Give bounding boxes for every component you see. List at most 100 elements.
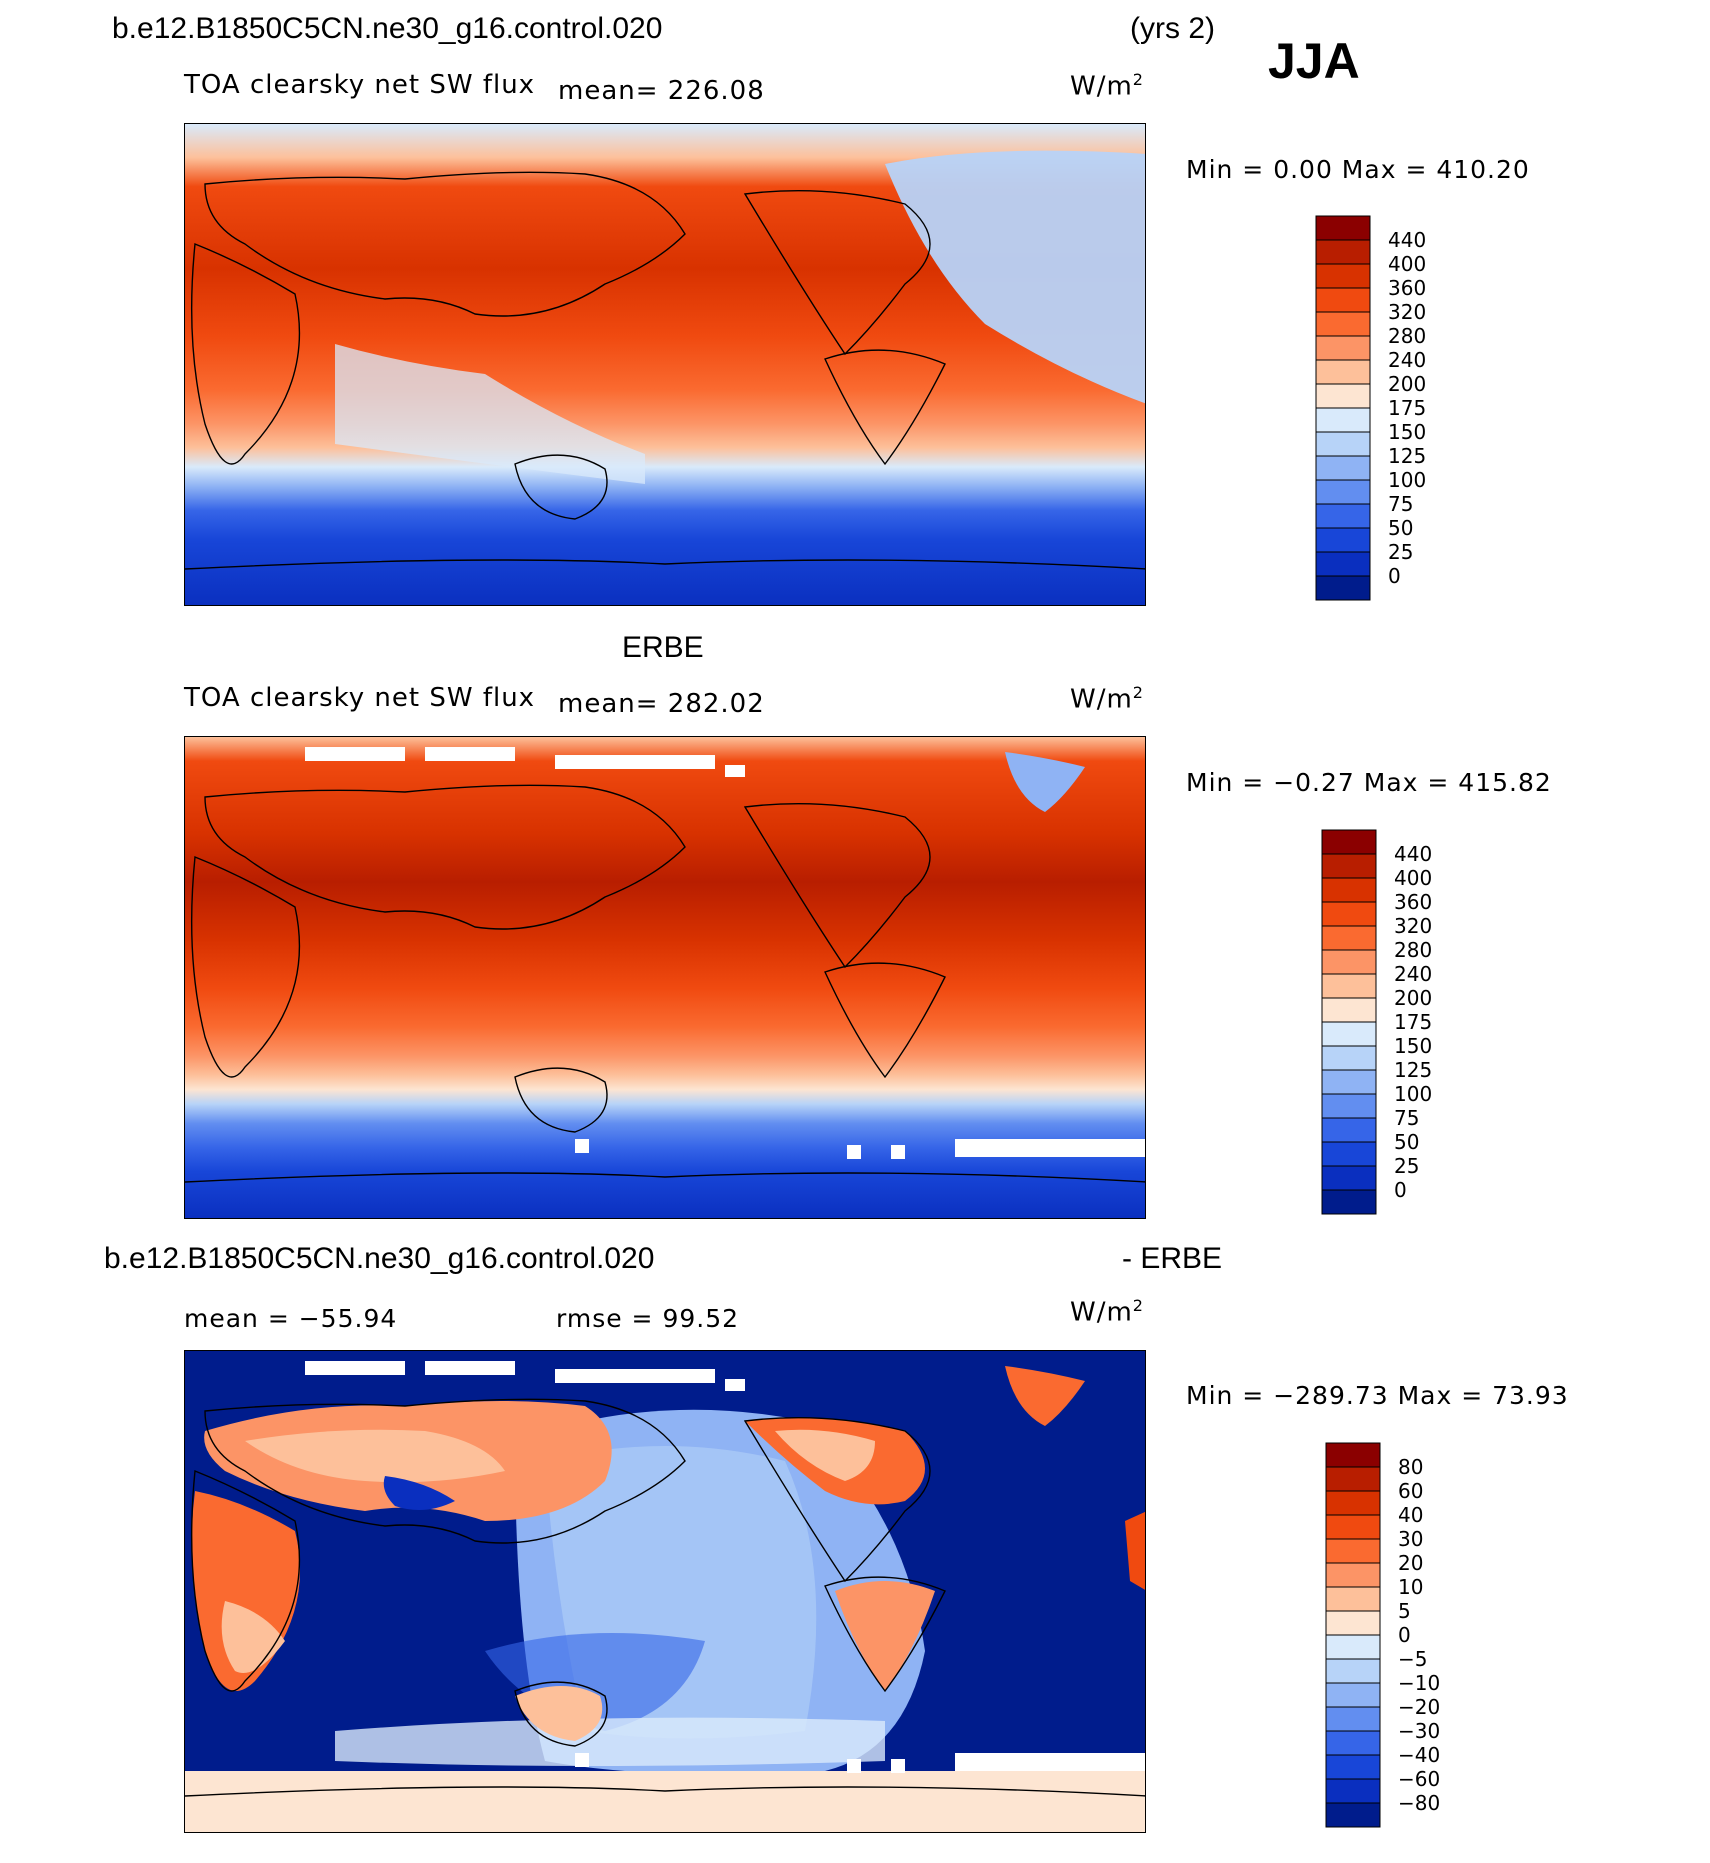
panel3-rmse: rmse = 99.52 [556,1304,740,1333]
colorbar-swatch [1315,479,1371,505]
colorbar-swatch [1315,575,1371,601]
colorbar-label: 280 [1388,324,1426,348]
panel2-mean: mean= 282.02 [558,689,765,719]
colorbar-swatch [1321,901,1377,927]
colorbar-label: −80 [1398,1791,1440,1815]
colorbar-swatch [1315,407,1371,433]
panel1-map [184,123,1146,606]
colorbar-swatch [1315,431,1371,457]
colorbar-swatch [1325,1778,1381,1804]
colorbar-label: 125 [1394,1058,1432,1082]
colorbar-label: 240 [1388,348,1426,372]
colorbar-label: 75 [1388,492,1413,516]
colorbar-swatch [1325,1538,1381,1564]
colorbar-swatch [1321,997,1377,1023]
panel3-map [184,1350,1146,1833]
colorbar-label: 50 [1394,1130,1419,1154]
colorbar-label: 175 [1388,396,1426,420]
panel2-map [184,736,1146,1219]
colorbar-swatch [1315,311,1371,337]
panel3-title-left: b.e12.B1850C5CN.ne30_g16.control.020 [104,1242,655,1275]
colorbar-swatch [1315,383,1371,409]
colorbar-swatch [1325,1634,1381,1660]
colorbar-swatch [1321,1045,1377,1071]
panel3-mean: mean = −55.94 [184,1304,398,1333]
panel3-units: W/m2 [1070,1296,1144,1328]
colorbar-label: 0 [1388,564,1401,588]
colorbar-swatch [1321,1093,1377,1119]
colorbar-swatch [1325,1754,1381,1780]
colorbar-swatch [1321,829,1377,855]
colorbar-swatch [1325,1514,1381,1540]
colorbar-swatch [1325,1562,1381,1588]
years-label: (yrs 2) [1130,12,1215,45]
colorbar-swatch [1315,551,1371,577]
panel1-minmax: Min = 0.00 Max = 410.20 [1186,155,1530,184]
panel2-units: W/m2 [1070,683,1144,715]
colorbar-swatch [1321,1021,1377,1047]
colorbar-swatch [1321,1141,1377,1167]
colorbar-label: 400 [1388,252,1426,276]
panel1-colorbar: 440 400 360 320 280 240 200 175 150 125 100 75 50 25 0 [1315,215,1436,601]
colorbar-label: 360 [1394,890,1432,914]
colorbar-label: 440 [1388,228,1426,252]
colorbar-label: 440 [1394,842,1432,866]
panel3-colorbar: 80 60 40 30 20 10 5 0 −5 −10 −20 −30 −40 −60 −80 [1325,1442,1446,1828]
colorbar-label: 320 [1394,914,1432,938]
colorbar-label: −40 [1398,1743,1440,1767]
colorbar-swatch [1325,1658,1381,1684]
colorbar-label: 200 [1388,372,1426,396]
colorbar-swatch [1325,1730,1381,1756]
colorbar-swatch [1325,1682,1381,1708]
colorbar-label: −10 [1398,1671,1440,1695]
colorbar-swatch [1321,853,1377,879]
colorbar-swatch [1315,239,1371,265]
colorbar-swatch [1315,215,1371,241]
colorbar-label: 150 [1388,420,1426,444]
colorbar-swatch [1321,973,1377,999]
colorbar-label: 40 [1398,1503,1423,1527]
colorbar-label: 5 [1398,1599,1411,1623]
colorbar-label: 75 [1394,1106,1419,1130]
colorbar-swatch [1315,527,1371,553]
colorbar-label: 80 [1398,1455,1423,1479]
colorbar-swatch [1315,455,1371,481]
colorbar-swatch [1321,1069,1377,1095]
colorbar-label: 25 [1394,1154,1419,1178]
season-label: JJA [1268,33,1360,89]
colorbar-label: −30 [1398,1719,1440,1743]
colorbar-label: 360 [1388,276,1426,300]
colorbar-label: 240 [1394,962,1432,986]
colorbar-label: −20 [1398,1695,1440,1719]
panel2-variable: TOA clearsky net SW flux [184,683,536,713]
panel1-mean: mean= 226.08 [558,76,765,106]
panel1-units: W/m2 [1070,70,1144,102]
colorbar-label: −5 [1398,1647,1427,1671]
colorbar-label: 150 [1394,1034,1432,1058]
colorbar-swatch [1325,1610,1381,1636]
colorbar-swatch [1325,1802,1381,1828]
colorbar-label: 125 [1388,444,1426,468]
colorbar-label: 0 [1398,1623,1411,1647]
colorbar-swatch [1321,1117,1377,1143]
colorbar-swatch [1325,1586,1381,1612]
colorbar-swatch [1321,949,1377,975]
colorbar-swatch [1325,1706,1381,1732]
colorbar-label: 100 [1394,1082,1432,1106]
colorbar-label: 400 [1394,866,1432,890]
colorbar-swatch [1315,335,1371,361]
panel1-variable: TOA clearsky net SW flux [184,70,536,100]
colorbar-swatch [1325,1442,1381,1468]
colorbar-swatch [1315,263,1371,289]
colorbar-swatch [1315,359,1371,385]
panel3-minmax: Min = −289.73 Max = 73.93 [1186,1381,1569,1410]
colorbar-label: 10 [1398,1575,1423,1599]
colorbar-swatch [1325,1466,1381,1492]
colorbar-label: 20 [1398,1551,1423,1575]
colorbar-swatch [1315,287,1371,313]
colorbar-label: 0 [1394,1178,1407,1202]
colorbar-swatch [1315,503,1371,529]
